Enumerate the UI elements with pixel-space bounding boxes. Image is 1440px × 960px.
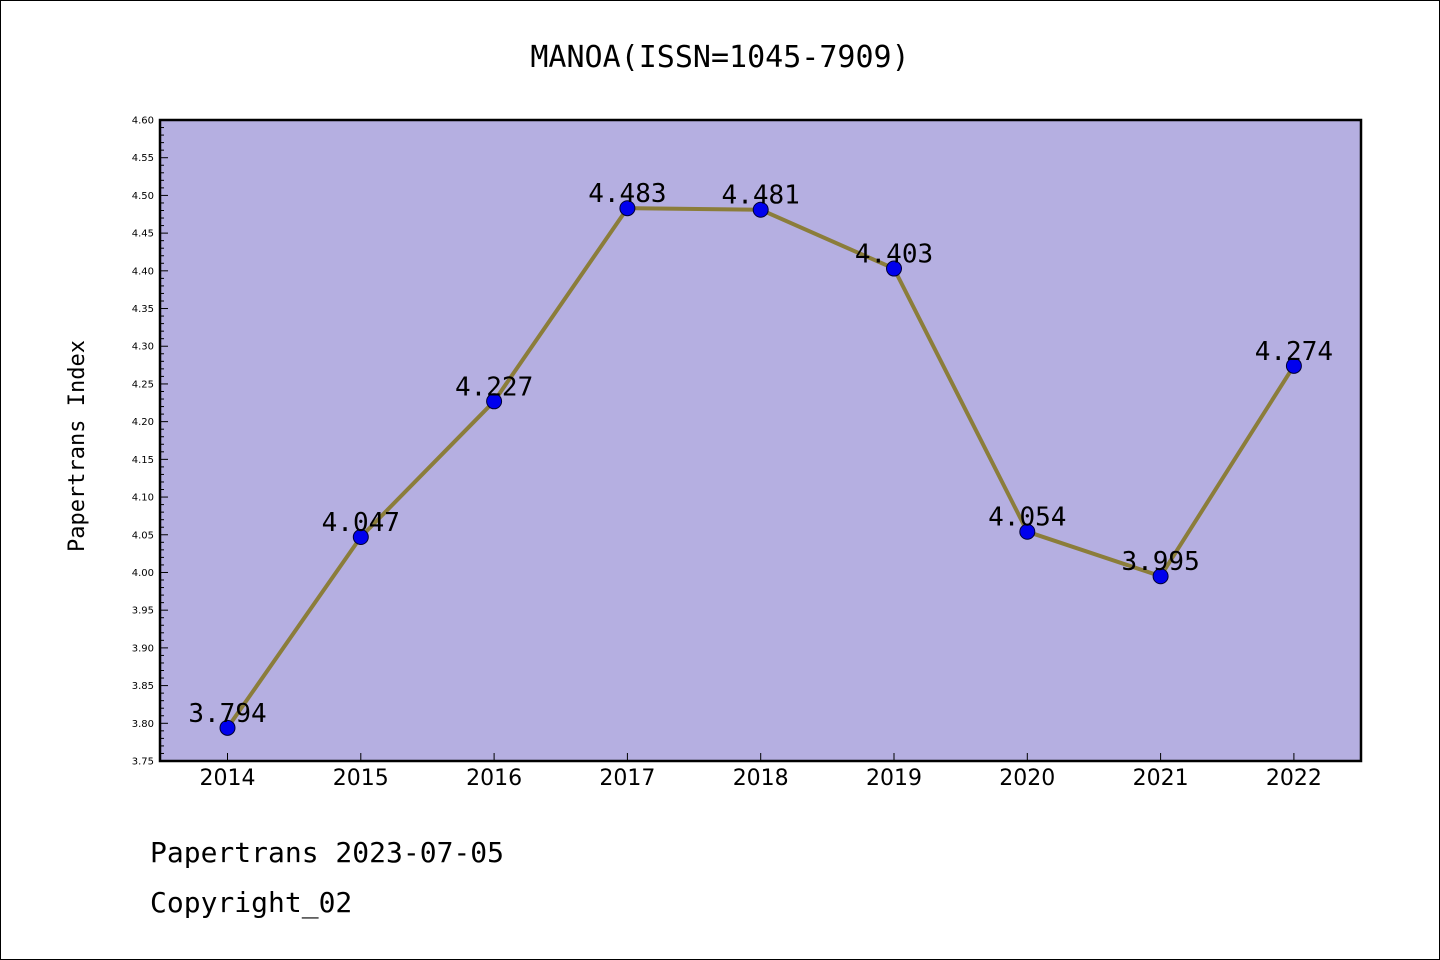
y-tick-label: 3.85 [132, 681, 154, 692]
plot-area [160, 120, 1361, 761]
data-point [1285, 357, 1302, 374]
data-label: 4.227 [455, 372, 533, 402]
y-tick-label: 4.15 [132, 455, 154, 466]
data-label: 4.403 [855, 240, 933, 270]
y-tick-label: 4.25 [132, 379, 154, 390]
x-tick-label: 2021 [1133, 766, 1189, 791]
x-tick-label: 2018 [733, 766, 789, 791]
series-line [219, 200, 1302, 736]
y-tick-label: 4.20 [132, 417, 154, 428]
y-tick-label: 3.95 [132, 606, 154, 617]
footer-copyright: Copyright_02 [150, 886, 353, 919]
data-label: 4.047 [322, 508, 400, 538]
x-tick-label: 2015 [333, 766, 389, 791]
data-point [352, 529, 369, 546]
chart-title: MANOA(ISSN=1045-7909) [530, 40, 909, 75]
x-tick-label: 2022 [1266, 766, 1322, 791]
data-label: 4.481 [722, 181, 800, 211]
y-tick-label: 4.40 [132, 266, 154, 277]
y-tick-label: 4.50 [132, 191, 154, 202]
y-axis: 3.75 3.80 3.85 3.90 3.95 4.00 4.05 4.10 4.15 4.20… [132, 116, 168, 768]
y-tick-label: 4.35 [132, 304, 154, 315]
data-point [619, 200, 636, 217]
x-tick-label: 2014 [200, 766, 256, 791]
data-label: 3.794 [188, 699, 266, 729]
y-tick-label: 4.00 [132, 568, 154, 579]
data-label: 4.054 [988, 503, 1066, 533]
x-tick-label: 2016 [466, 766, 522, 791]
x-tick-label: 2019 [866, 766, 922, 791]
data-point [1152, 568, 1169, 585]
y-tick-label: 4.10 [132, 493, 154, 504]
x-tick-label: 2020 [999, 766, 1055, 791]
y-tick-label: 4.05 [132, 530, 154, 541]
data-label: 3.995 [1121, 547, 1199, 577]
data-label: 4.483 [588, 179, 666, 209]
y-tick-label: 3.80 [132, 719, 154, 730]
data-point [486, 393, 503, 410]
y-tick-label: 4.60 [132, 116, 154, 127]
data-point [1019, 523, 1036, 540]
y-tick-label: 3.90 [132, 643, 154, 654]
data-point [219, 719, 236, 736]
y-tick-label: 4.30 [132, 342, 154, 353]
y-tick-label: 4.45 [132, 229, 154, 240]
data-point [886, 260, 902, 277]
x-axis: 2014 2015 2016 2017 2018 2019 2020 2021 2022 [200, 753, 1322, 791]
y-tick-label: 3.75 [132, 757, 154, 768]
data-label: 4.274 [1255, 337, 1333, 367]
data-labels: 3.794 4.047 4.227 4.483 4.481 4.403 4.054 3.995… [188, 179, 1333, 729]
footer-date: Papertrans 2023-07-05 [150, 836, 505, 869]
y-tick-label: 4.55 [132, 153, 154, 164]
y-axis-label: Papertrans Index [65, 340, 90, 552]
data-point [752, 201, 769, 218]
x-tick-label: 2017 [599, 766, 655, 791]
plot-border [158, 118, 1363, 763]
